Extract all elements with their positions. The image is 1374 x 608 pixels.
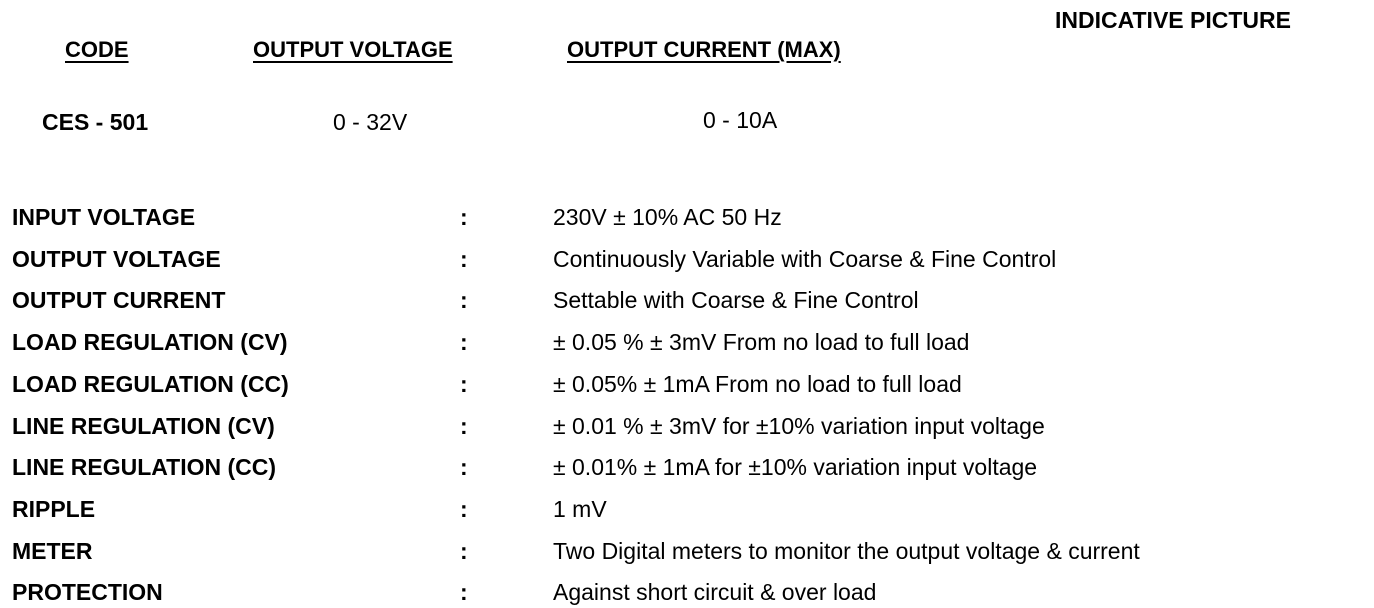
- spec-separator: :: [460, 454, 468, 481]
- spec-value: 1 mV: [553, 495, 607, 522]
- spec-value: Settable with Coarse & Fine Control: [553, 287, 919, 314]
- product-current: 0 - 10A: [703, 107, 778, 133]
- spec-separator: :: [460, 495, 468, 522]
- spec-label: OUTPUT VOLTAGE: [12, 245, 221, 272]
- spec-label: LINE REGULATION (CC): [12, 454, 277, 481]
- product-voltage: 0 - 32V: [333, 109, 408, 135]
- product-code: CES - 501: [42, 109, 149, 135]
- spec-separator: :: [460, 204, 468, 230]
- spec-value: Two Digital meters to monitor the output…: [553, 537, 1140, 564]
- spec-value: ± 0.01 % ± 3mV for ±10% variation input …: [553, 412, 1045, 439]
- spec-label: LOAD REGULATION (CV): [12, 329, 288, 356]
- picture-title: INDICATIVE PICTURE: [1055, 7, 1291, 33]
- spec-separator: :: [460, 370, 468, 397]
- spec-value: Continuously Variable with Coarse & Fine…: [553, 245, 1057, 272]
- column-header: CODE: [65, 37, 129, 62]
- spec-label: OUTPUT CURRENT: [12, 287, 226, 314]
- spec-label: METER: [12, 537, 93, 564]
- spec-value: ± 0.01% ± 1mA for ±10% variation input v…: [553, 454, 1038, 481]
- spec-label: INPUT VOLTAGE: [12, 204, 196, 230]
- spec-value: Against short circuit & over load: [553, 579, 877, 606]
- spec-value: ± 0.05% ± 1mA From no load to full load: [553, 370, 962, 397]
- column-header: OUTPUT CURRENT (MAX): [567, 37, 841, 62]
- spec-value: ± 0.05 % ± 3mV From no load to full load: [553, 329, 970, 356]
- spec-label: PROTECTION: [12, 579, 163, 606]
- spec-separator: :: [460, 412, 468, 439]
- spec-separator: :: [460, 287, 468, 314]
- spec-separator: :: [460, 579, 468, 606]
- spec-label: LINE REGULATION (CV): [12, 412, 275, 439]
- spec-separator: :: [460, 329, 468, 356]
- spec-separator: :: [460, 537, 468, 564]
- spec-separator: :: [460, 245, 468, 272]
- spec-value: 230V ± 10% AC 50 Hz: [553, 204, 782, 230]
- spec-label: LOAD REGULATION (CC): [12, 370, 289, 397]
- column-header: OUTPUT VOLTAGE: [253, 37, 453, 62]
- spec-label: RIPPLE: [12, 495, 96, 522]
